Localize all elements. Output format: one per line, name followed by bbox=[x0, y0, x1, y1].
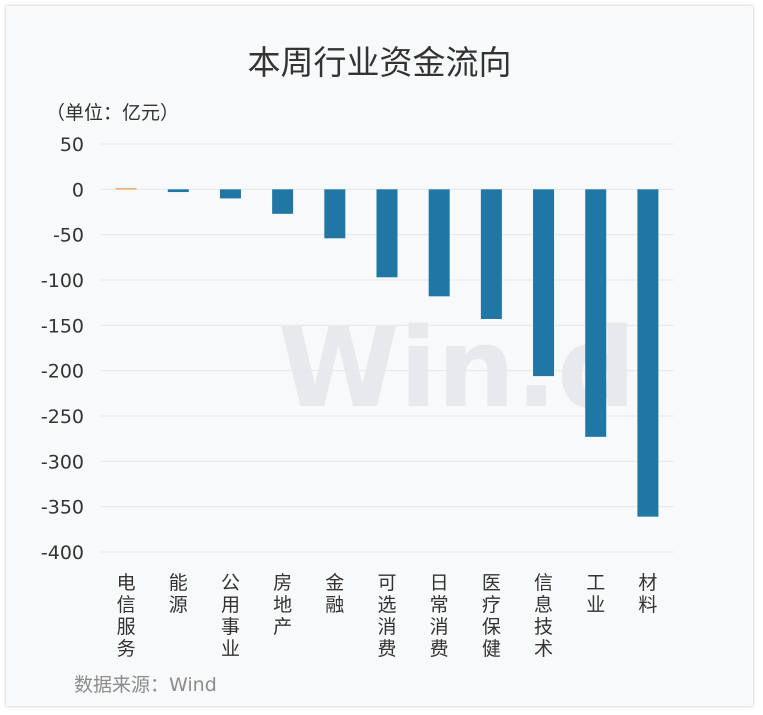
bar-10 bbox=[585, 189, 607, 437]
y-tick-label: -150 bbox=[41, 315, 84, 337]
bar-3 bbox=[219, 189, 241, 199]
unit-label: （单位：亿元） bbox=[46, 102, 180, 124]
y-tick-label: -350 bbox=[41, 497, 84, 519]
y-tick-label: -100 bbox=[41, 270, 84, 292]
y-tick-label: -200 bbox=[41, 361, 84, 383]
x-category-label: 能源 bbox=[169, 572, 188, 616]
bar-9 bbox=[533, 189, 555, 377]
bar-7 bbox=[428, 189, 450, 297]
bar-6 bbox=[376, 189, 398, 278]
chart-title: 本周行业资金流向 bbox=[247, 43, 512, 82]
x-category-label: 工业 bbox=[586, 572, 605, 616]
x-category-label: 公用事业 bbox=[221, 572, 240, 660]
y-tick-label: 0 bbox=[72, 179, 84, 201]
source-note: 数据来源：Wind bbox=[74, 674, 217, 696]
y-tick-label: -400 bbox=[41, 542, 84, 564]
bar-2 bbox=[167, 189, 189, 193]
x-category-label: 可选消费 bbox=[377, 572, 396, 660]
y-tick-label: -250 bbox=[41, 406, 84, 428]
bar-11 bbox=[637, 189, 659, 517]
x-category-label: 金融 bbox=[325, 572, 344, 616]
y-tick-label: -50 bbox=[53, 225, 84, 247]
x-category-label: 房地产 bbox=[273, 572, 292, 638]
bar-chart: Win.d 50 0 -50 -100 -150 -200 -250 -300 -350 -400… bbox=[41, 134, 674, 660]
grid-lines bbox=[100, 143, 674, 553]
x-category-label: 信息技术 bbox=[534, 572, 553, 660]
bar-1 bbox=[115, 188, 137, 190]
watermark: Win.d bbox=[278, 304, 636, 432]
chart-card: 本周行业资金流向 （单位：亿元） Win.d 50 0 -50 -100 -150 -20… bbox=[6, 6, 753, 706]
y-tick-label: -300 bbox=[41, 451, 84, 473]
bar-4 bbox=[272, 189, 294, 214]
x-category-label: 日常消费 bbox=[430, 572, 449, 660]
y-axis-ticks: 50 0 -50 -100 -150 -200 -250 -300 -350 -400 bbox=[41, 134, 84, 564]
bar-8 bbox=[480, 189, 502, 319]
bars bbox=[115, 188, 659, 517]
x-category-label: 电信服务 bbox=[117, 572, 136, 660]
x-category-label: 材料 bbox=[638, 572, 657, 616]
x-category-label: 医疗保健 bbox=[482, 572, 501, 660]
bar-5 bbox=[324, 189, 346, 239]
y-tick-label: 50 bbox=[60, 134, 84, 156]
